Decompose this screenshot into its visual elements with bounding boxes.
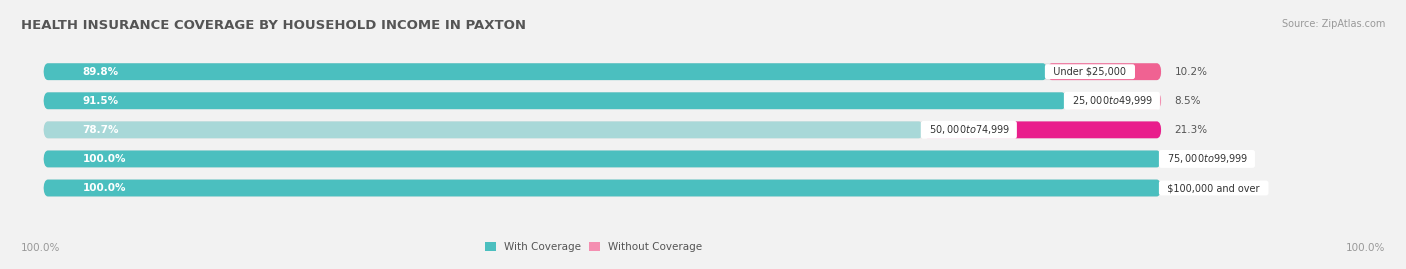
Text: 100.0%: 100.0% <box>83 154 127 164</box>
Text: HEALTH INSURANCE COVERAGE BY HOUSEHOLD INCOME IN PAXTON: HEALTH INSURANCE COVERAGE BY HOUSEHOLD I… <box>21 19 526 32</box>
FancyBboxPatch shape <box>44 92 1161 109</box>
Text: 0.0%: 0.0% <box>1195 154 1222 164</box>
Text: $100,000 and over: $100,000 and over <box>1161 183 1265 193</box>
FancyBboxPatch shape <box>44 150 1161 167</box>
Text: 8.5%: 8.5% <box>1175 96 1201 106</box>
FancyBboxPatch shape <box>1047 63 1161 80</box>
Text: 100.0%: 100.0% <box>21 243 60 253</box>
Text: Source: ZipAtlas.com: Source: ZipAtlas.com <box>1281 19 1385 29</box>
Text: Under $25,000: Under $25,000 <box>1047 67 1133 77</box>
Text: $75,000 to $99,999: $75,000 to $99,999 <box>1161 153 1253 165</box>
FancyBboxPatch shape <box>44 121 924 138</box>
Text: 0.0%: 0.0% <box>1195 183 1222 193</box>
FancyBboxPatch shape <box>44 180 1161 196</box>
FancyBboxPatch shape <box>924 121 1161 138</box>
FancyBboxPatch shape <box>1066 92 1161 109</box>
Text: 10.2%: 10.2% <box>1175 67 1208 77</box>
FancyBboxPatch shape <box>44 180 1161 196</box>
Text: 21.3%: 21.3% <box>1175 125 1208 135</box>
Text: 100.0%: 100.0% <box>83 183 127 193</box>
Text: $25,000 to $49,999: $25,000 to $49,999 <box>1066 94 1157 107</box>
FancyBboxPatch shape <box>44 150 1161 167</box>
Text: 91.5%: 91.5% <box>83 96 118 106</box>
Text: 78.7%: 78.7% <box>83 125 120 135</box>
FancyBboxPatch shape <box>44 63 1161 80</box>
Text: $50,000 to $74,999: $50,000 to $74,999 <box>924 123 1015 136</box>
FancyBboxPatch shape <box>44 63 1047 80</box>
Text: 89.8%: 89.8% <box>83 67 118 77</box>
Legend: With Coverage, Without Coverage: With Coverage, Without Coverage <box>481 238 707 256</box>
Text: 100.0%: 100.0% <box>1346 243 1385 253</box>
FancyBboxPatch shape <box>44 121 1161 138</box>
FancyBboxPatch shape <box>44 92 1066 109</box>
